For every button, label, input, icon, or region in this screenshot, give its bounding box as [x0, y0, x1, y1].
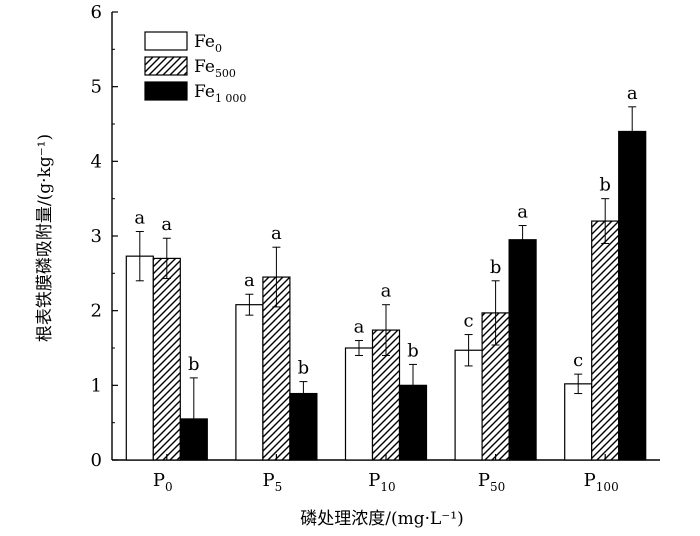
significance-letter: a [244, 270, 255, 291]
x-tick-label: P0 [153, 470, 173, 494]
bar [152, 257, 181, 461]
legend-label: Fe0 [194, 32, 222, 55]
significance-letter: a [627, 83, 638, 104]
legend-swatch [144, 31, 188, 51]
x-axis-label: 磷处理浓度/(mg·L⁻¹) [300, 509, 463, 529]
significance-letter: a [517, 202, 528, 223]
x-tick-label: P10 [368, 470, 395, 494]
significance-letter: c [464, 311, 474, 332]
legend-swatch [144, 56, 188, 76]
bar [344, 347, 374, 461]
significance-letter: c [573, 350, 583, 371]
significance-letter: a [354, 317, 365, 338]
y-tick-label: 3 [91, 226, 102, 247]
bar [591, 220, 620, 461]
significance-letter: b [188, 354, 200, 375]
significance-letter: b [599, 175, 611, 196]
bar [508, 239, 537, 461]
legend-label: Fe500 [194, 57, 236, 80]
legend-swatch [144, 81, 188, 101]
significance-letter: b [490, 257, 502, 278]
significance-letter: a [161, 214, 172, 235]
y-tick-label: 4 [91, 151, 102, 172]
significance-letter: a [134, 208, 145, 229]
bar [618, 130, 647, 461]
y-tick-label: 5 [91, 77, 102, 98]
y-tick-label: 6 [91, 2, 102, 23]
legend-label: Fe1 000 [194, 82, 246, 105]
bar [235, 304, 264, 461]
bar [454, 349, 483, 461]
significance-letter: b [298, 358, 310, 379]
significance-letter: b [407, 340, 419, 361]
x-tick-label: P100 [584, 470, 619, 494]
significance-letter: a [381, 281, 392, 302]
bar [125, 255, 154, 461]
x-tick-label: P50 [478, 470, 505, 494]
significance-letter: a [271, 223, 282, 244]
x-tick-label: P5 [263, 470, 283, 494]
bar [564, 383, 593, 461]
y-tick-label: 2 [91, 301, 102, 322]
y-axis-label: 根表铁膜磷吸附量/(g·kg⁻¹) [35, 134, 55, 342]
y-tick-label: 0 [91, 450, 102, 471]
y-tick-label: 1 [91, 375, 102, 396]
